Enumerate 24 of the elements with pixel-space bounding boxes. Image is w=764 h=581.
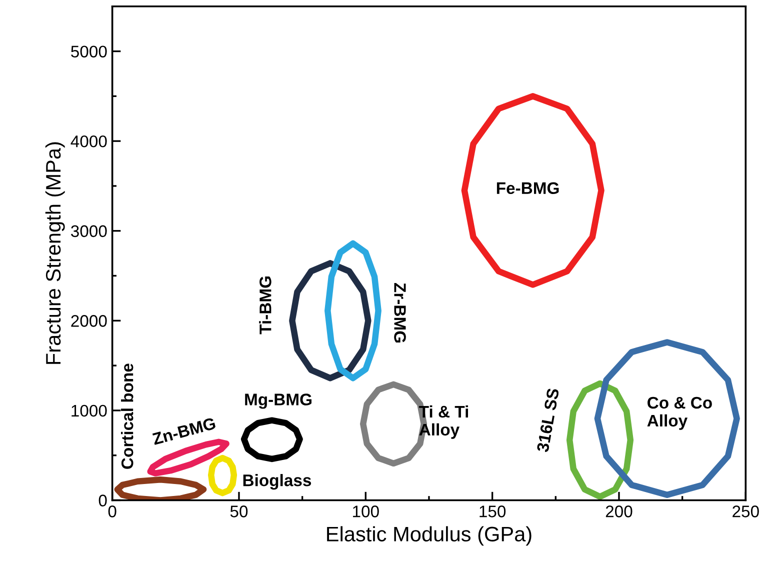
text: Zn-BMG <box>152 417 216 446</box>
y-tick-label: 4000 <box>70 135 107 148</box>
x-tick-label: 100 <box>353 506 379 518</box>
x-tick-label: 0 <box>108 506 116 518</box>
series-label: Fe-BMG <box>496 182 559 194</box>
x-tick-label: 150 <box>480 506 506 518</box>
series-label: Ti & Ti Alloy <box>419 405 468 439</box>
y-axis-title: Fracture Strength (MPa) <box>45 142 65 364</box>
text: Zr-BMG <box>394 282 406 343</box>
series-label: Co & Co Alloy <box>647 396 712 430</box>
text: 316L SS <box>536 388 560 453</box>
text: Cortical bone <box>121 364 134 469</box>
x-tick-label: 200 <box>606 506 632 518</box>
x-tick-label: 250 <box>732 506 759 518</box>
series-label: Mg-BMG <box>245 394 312 409</box>
text: Ti-BMG <box>259 276 272 334</box>
x-axis-title: Elastic Modulus (GPa) <box>327 526 532 546</box>
y-tick-label: 1000 <box>72 404 107 417</box>
series-label: Bioglass <box>243 474 312 490</box>
y-tick-label: 5000 <box>71 46 107 58</box>
x-tick-label: 50 <box>230 506 248 518</box>
y-tick-label: 3000 <box>71 225 107 238</box>
y-tick-label: 0 <box>98 494 107 506</box>
y-tick-label: 2000 <box>71 315 107 327</box>
